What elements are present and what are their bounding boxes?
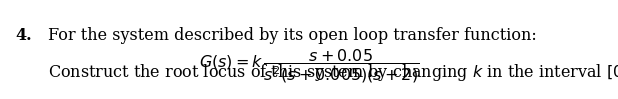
Text: 4.: 4. <box>15 27 32 44</box>
Text: For the system described by its open loop transfer function:: For the system described by its open loo… <box>48 27 537 44</box>
Text: Construct the root locus of this system by changing $k$ in the interval $[0, \in: Construct the root locus of this system … <box>48 62 618 83</box>
Text: $G(s) = k\,\dfrac{s+0.05}{s^2(s+0.005)(s+2)}$: $G(s) = k\,\dfrac{s+0.05}{s^2(s+0.005)(s… <box>199 47 419 85</box>
